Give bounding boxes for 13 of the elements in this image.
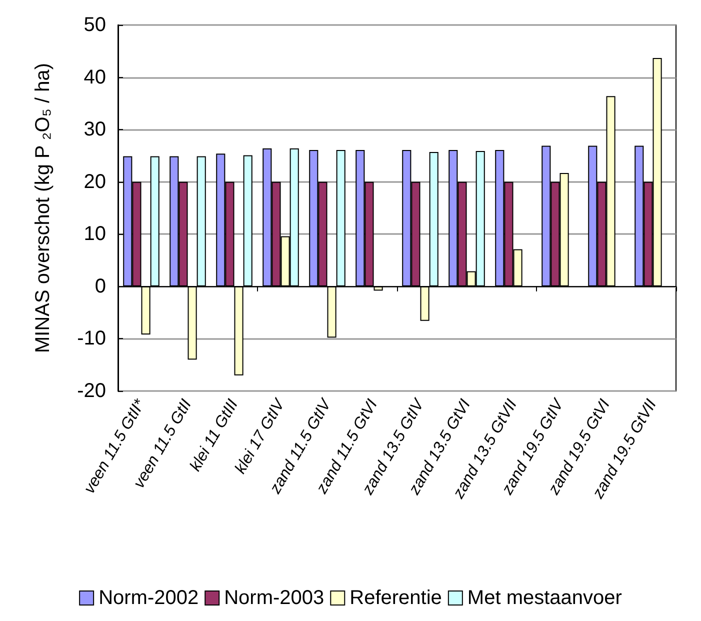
y-tick-label: -20 (77, 380, 106, 402)
legend-label: Norm-2003 (224, 587, 324, 609)
y-tick-label: 10 (84, 223, 106, 246)
legend-label: Norm-2002 (98, 587, 199, 609)
y-tick-label: -10 (77, 328, 106, 350)
legend-label: Referentie (350, 587, 442, 609)
y-tick-label: 0 (94, 275, 106, 298)
y-tick-label: 30 (84, 118, 106, 141)
legend-label: Met mestaanvoer (467, 587, 622, 609)
y-tick-label: 20 (84, 170, 106, 193)
y-tick-label: 40 (84, 66, 106, 88)
y-tick-label: 50 (84, 14, 106, 36)
y-axis-title: MINAS overschot (kg P ₂O₅ / ha) (32, 63, 54, 353)
